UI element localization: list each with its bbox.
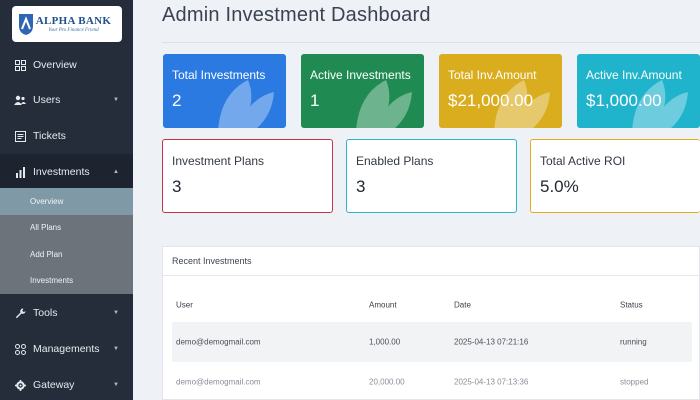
cell-date: 2025-04-13 07:13:36 bbox=[454, 377, 529, 387]
card-value: 2 bbox=[172, 91, 182, 110]
card-value: $21,000.00 bbox=[448, 91, 534, 110]
sidebar-item-label: Tickets bbox=[33, 130, 66, 142]
page-title: Admin Investment Dashboard bbox=[162, 4, 431, 26]
sidebar: ALPHA BANK Your Pro Finance Friend Overv… bbox=[0, 0, 133, 400]
panel-title: Recent Investments bbox=[163, 247, 699, 276]
card-active-investments[interactable]: Active Investments 1 bbox=[301, 54, 424, 128]
cell-amount: 1,000.00 bbox=[369, 337, 401, 347]
sidebar-item-overview[interactable]: Overview bbox=[0, 47, 133, 83]
card-value: 1 bbox=[310, 91, 320, 110]
submenu-item-investments[interactable]: Investments bbox=[0, 268, 133, 295]
table-row[interactable]: demo@demogmail.com 1,000.00 2025-04-13 0… bbox=[172, 322, 692, 362]
stat-value: 3 bbox=[356, 177, 366, 196]
leaf-icon bbox=[632, 80, 688, 128]
stat-value: 5.0% bbox=[540, 177, 579, 196]
sidebar-item-users[interactable]: Users ▼ bbox=[0, 82, 133, 118]
sidebar-item-label: Users bbox=[33, 94, 61, 106]
submenu-item-overview[interactable]: Overview bbox=[0, 188, 133, 215]
stat-enabled-plans: Enabled Plans 3 bbox=[346, 139, 517, 213]
stat-investment-plans: Investment Plans 3 bbox=[162, 139, 333, 213]
stat-label: Investment Plans bbox=[172, 154, 265, 168]
sidebar-item-label: Managements bbox=[33, 343, 100, 355]
sidebar-item-investments[interactable]: Investments ▲ bbox=[0, 154, 133, 190]
nodes-icon bbox=[13, 342, 27, 356]
sidebar-item-managements[interactable]: Managements ▼ bbox=[0, 331, 133, 367]
submenu-item-add-plan[interactable]: Add Plan bbox=[0, 241, 133, 268]
card-total-inv-amount[interactable]: Total Inv.Amount $21,000.00 bbox=[439, 54, 562, 128]
cell-date: 2025-04-13 07:21:16 bbox=[454, 337, 529, 347]
users-icon bbox=[13, 93, 27, 107]
chevron-down-icon: ▼ bbox=[113, 382, 119, 388]
submenu-item-all-plans[interactable]: All Plans bbox=[0, 215, 133, 242]
investments-submenu: Overview All Plans Add Plan Investments bbox=[0, 188, 133, 294]
chevron-down-icon: ▼ bbox=[113, 310, 119, 316]
grid-icon bbox=[13, 58, 27, 72]
sidebar-item-tools[interactable]: Tools ▼ bbox=[0, 295, 133, 331]
sidebar-item-label: Investments bbox=[33, 166, 90, 178]
sidebar-item-gateway[interactable]: Gateway ▼ bbox=[0, 367, 133, 400]
card-label: Active Inv.Amount bbox=[586, 68, 682, 82]
bank-name: ALPHA BANK bbox=[35, 15, 112, 27]
sidebar-item-label: Tools bbox=[33, 307, 58, 319]
cell-user: demo@demogmail.com bbox=[176, 377, 261, 387]
logo-area: ALPHA BANK Your Pro Finance Friend bbox=[0, 0, 133, 48]
table-row[interactable]: demo@demogmail.com 20,000.00 2025-04-13 … bbox=[172, 362, 692, 400]
stat-value: 3 bbox=[172, 177, 182, 196]
chevron-down-icon: ▼ bbox=[113, 346, 119, 352]
leaf-icon bbox=[218, 80, 274, 128]
sidebar-item-label: Overview bbox=[33, 59, 77, 71]
column-header-status: Status bbox=[620, 300, 643, 310]
cell-status: stopped bbox=[620, 377, 649, 387]
card-total-investments[interactable]: Total Investments 2 bbox=[163, 54, 286, 128]
submenu-item-label: Overview bbox=[30, 196, 64, 206]
column-header-date: Date bbox=[454, 300, 471, 310]
table-header: User Amount Date Status bbox=[172, 285, 692, 325]
stat-total-active-roi: Total Active ROI 5.0% bbox=[530, 139, 700, 213]
chevron-down-icon: ▼ bbox=[113, 97, 119, 103]
bank-tagline: Your Pro Finance Friend bbox=[48, 28, 99, 33]
recent-investments-panel: Recent Investments User Amount Date Stat… bbox=[162, 246, 700, 400]
column-header-user: User bbox=[176, 300, 193, 310]
card-label: Total Investments bbox=[172, 68, 266, 82]
card-value: $1,000.00 bbox=[586, 91, 662, 110]
leaf-icon bbox=[356, 80, 412, 128]
chevron-up-icon: ▲ bbox=[113, 169, 119, 175]
card-label: Active Investments bbox=[310, 68, 411, 82]
title-divider bbox=[162, 42, 700, 43]
card-label: Total Inv.Amount bbox=[448, 68, 537, 82]
leaf-icon bbox=[494, 80, 550, 128]
stat-label: Enabled Plans bbox=[356, 154, 434, 168]
sidebar-item-label: Gateway bbox=[33, 379, 75, 391]
cell-amount: 20,000.00 bbox=[369, 377, 405, 387]
bank-emblem-icon bbox=[18, 14, 33, 35]
main-content: Admin Investment Dashboard Total Investm… bbox=[133, 0, 700, 400]
cell-user: demo@demogmail.com bbox=[176, 337, 261, 347]
submenu-item-label: All Plans bbox=[30, 223, 62, 233]
bank-logo[interactable]: ALPHA BANK Your Pro Finance Friend bbox=[11, 6, 122, 42]
bar-chart-icon bbox=[13, 165, 27, 179]
wrench-icon bbox=[13, 306, 27, 320]
column-header-amount: Amount bbox=[369, 300, 397, 310]
ticket-icon bbox=[13, 129, 27, 143]
sidebar-item-tickets[interactable]: Tickets bbox=[0, 118, 133, 154]
submenu-item-label: Add Plan bbox=[30, 249, 63, 259]
card-active-inv-amount[interactable]: Active Inv.Amount $1,000.00 bbox=[577, 54, 700, 128]
cell-status: running bbox=[620, 337, 647, 347]
cog-icon bbox=[13, 378, 27, 392]
stat-label: Total Active ROI bbox=[540, 154, 626, 168]
submenu-item-label: Investments bbox=[30, 276, 74, 286]
